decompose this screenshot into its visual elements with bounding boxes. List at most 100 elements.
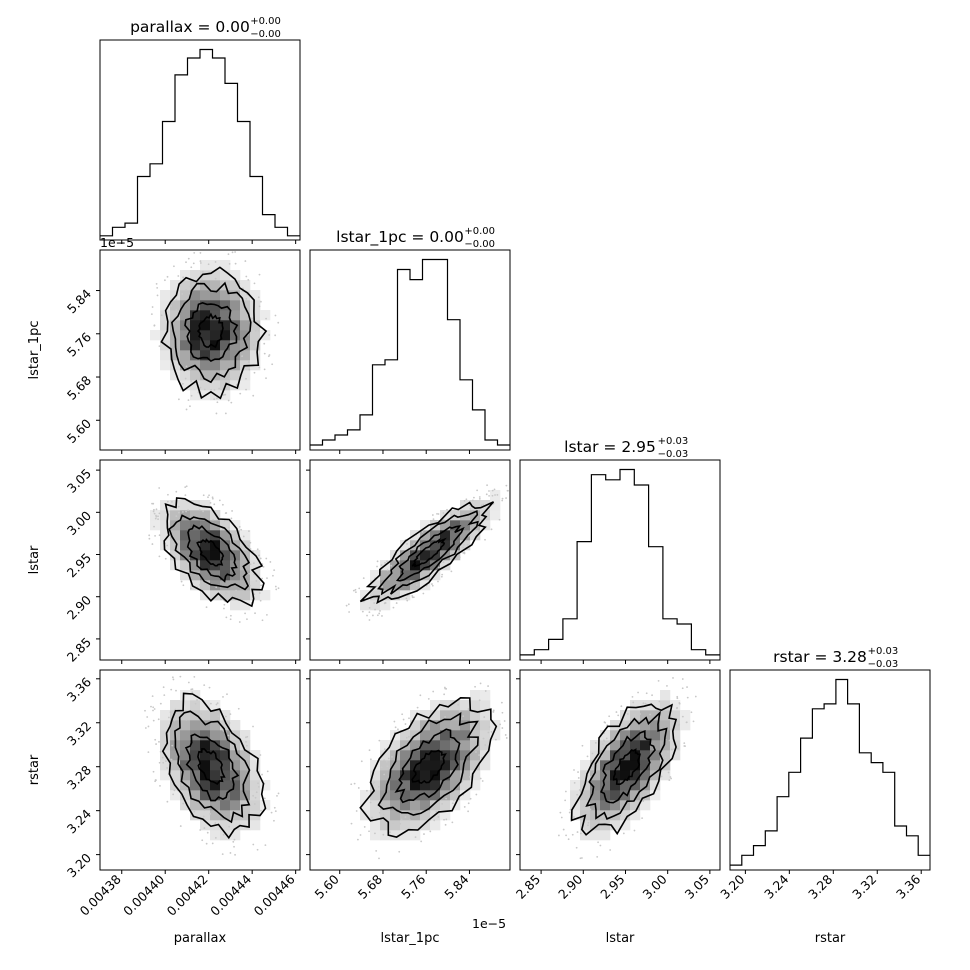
density-cell [180,360,191,371]
sample-point [154,779,157,781]
density-cell [240,810,251,821]
density-cell [200,550,211,561]
sample-point [248,530,250,532]
sample-point [151,306,154,308]
sample-point [196,699,198,701]
sample-point [579,857,582,860]
density-cell [410,570,421,581]
sample-point [645,692,648,695]
density-cell [210,800,221,811]
density-cell [380,770,391,781]
sample-point [151,543,154,545]
density-cell [480,510,491,521]
density-cell [190,380,201,391]
y-tick-label-lstar_1pc: 5.68 [64,373,94,403]
sample-point [214,277,217,280]
panel-frame [99,459,301,661]
density-cell [220,540,231,551]
density-cell [650,790,661,801]
sample-point [667,765,669,768]
sample-point [466,543,469,546]
density-cell [650,760,661,771]
sample-point [658,700,661,703]
contour-level-2 [395,524,465,582]
sample-point [266,770,269,773]
sample-point [492,709,495,712]
sample-point [442,518,445,521]
density-cell [400,740,411,751]
sample-point [224,412,227,415]
sample-point [369,758,372,761]
sample-point [253,282,256,285]
sample-point [200,712,203,715]
density-cell [240,330,251,341]
sample-point [147,751,150,753]
density-cell [220,270,231,281]
density-cell [390,750,401,761]
density-cell [480,730,491,741]
sample-point [263,368,266,371]
sample-point [681,715,684,718]
sample-point [270,811,273,814]
contour-level-4 [359,696,498,838]
sample-point [607,815,610,817]
sample-point [564,799,567,802]
sample-point [248,368,251,371]
sample-point [651,694,653,697]
sample-point [265,317,267,320]
sample-point [162,686,165,689]
density-cell [430,520,441,531]
density-cell [420,540,431,551]
density-cell [650,730,661,741]
sample-point [440,575,443,578]
sample-point [241,355,244,358]
density-cell [440,760,451,771]
density-cell [460,710,471,721]
density-cell [220,580,231,591]
sample-point [389,831,391,834]
sample-point [422,592,425,595]
density-cell [450,520,461,531]
density-cell [580,830,591,841]
sample-point [601,816,604,818]
sample-point [407,735,410,738]
density-cell [420,550,431,561]
sample-point [265,557,268,560]
density-cell [490,510,501,521]
sample-point [442,561,445,564]
density-cell [180,690,191,701]
sample-point [231,510,233,512]
sample-point [147,725,150,728]
contour-level-3 [585,710,668,820]
density-cell [250,760,261,771]
density-cell [380,580,391,591]
sample-point [252,794,255,797]
density-cell [400,540,411,551]
sample-point [573,781,576,784]
sample-point [159,702,162,705]
density-cell [430,750,441,761]
density-cell [260,310,271,321]
sample-point [179,825,182,827]
density-cell [590,780,601,791]
sample-point [386,765,389,768]
sample-point [446,508,448,511]
density-cell [480,720,491,731]
contour-level-2 [600,729,656,804]
density-cell [620,820,631,831]
sample-point [201,839,204,842]
density-cell [620,760,631,771]
sample-point [252,843,255,846]
density-cell [370,820,381,831]
sample-point [667,751,669,753]
density-cell [190,720,201,731]
density-cell [220,770,231,781]
sample-point [227,734,230,737]
density-cell [430,760,441,771]
sample-point [226,693,228,696]
sample-point [683,742,686,745]
sample-point [261,619,264,622]
density-cell [240,350,251,361]
sample-point [256,848,259,851]
sample-point [258,305,261,308]
